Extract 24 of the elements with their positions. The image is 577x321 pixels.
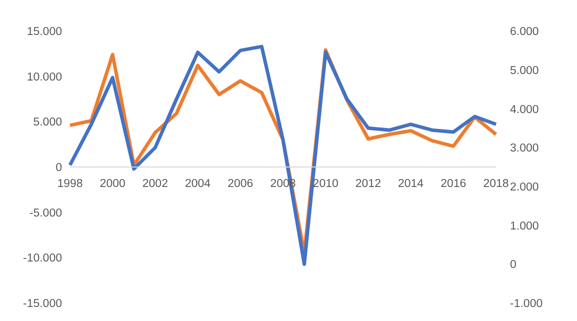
x-tick-label: 2000: [100, 178, 126, 190]
y2-tick-label: -1.000: [510, 298, 543, 310]
x-tick-label: 2006: [228, 178, 254, 190]
x-tick-label: 2018: [483, 178, 509, 190]
x-tick-label: 2014: [398, 178, 424, 190]
y-tick-label: -15.000: [22, 298, 62, 310]
y2-tick-label: 5.000: [510, 64, 539, 77]
y-tick-label: 15.000: [26, 26, 62, 38]
y-tick-label: -10.000: [22, 252, 62, 265]
y2-tick-label: 1.000: [510, 220, 539, 232]
x-tick-label: 2016: [440, 178, 466, 190]
y-tick-label: 0: [56, 162, 62, 174]
x-tick-label: 2004: [185, 178, 212, 190]
y2-tick-label: 0: [510, 259, 516, 272]
y-tick-label: 10.000: [26, 71, 62, 84]
y2-tick-label: 6.000: [510, 26, 539, 38]
y2-tick-label: 4.000: [510, 104, 539, 116]
x-tick-label: 1998: [57, 178, 83, 190]
x-tick-label: 2012: [355, 178, 381, 190]
y2-tick-label: 2.000: [510, 182, 539, 194]
x-tick-label: 2002: [142, 178, 168, 190]
y-tick-label: -5.000: [29, 207, 62, 220]
y2-tick-label: 3.000: [510, 142, 539, 155]
y-tick-label: 5.000: [33, 116, 62, 129]
